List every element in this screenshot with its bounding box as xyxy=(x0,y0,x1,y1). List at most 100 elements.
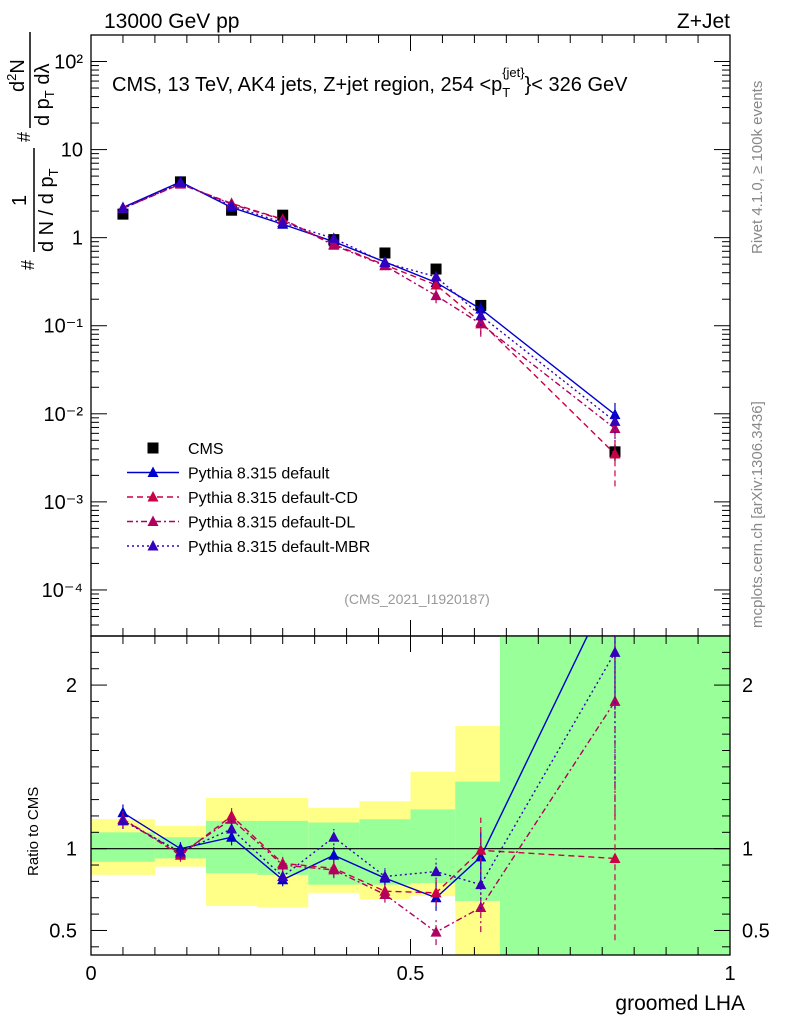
mcplots-label: mcplots.cern.ch [arXiv:1306.3436] xyxy=(749,401,766,628)
legend-marker xyxy=(147,466,159,477)
ratio-point xyxy=(226,823,238,834)
data-point xyxy=(328,239,340,250)
legend-item: Pythia 8.315 default xyxy=(127,466,330,483)
ratio-point xyxy=(328,831,340,842)
y-tick-label: 10⁻¹ xyxy=(44,316,84,338)
data-point xyxy=(475,309,487,321)
data-point xyxy=(430,263,442,275)
data-point xyxy=(609,415,621,426)
y-tick-label: 10² xyxy=(54,52,83,74)
data-point xyxy=(430,289,442,301)
data-point xyxy=(475,302,487,314)
data-point xyxy=(609,408,621,420)
uncertainty-band-inner xyxy=(455,781,500,902)
main-frame xyxy=(90,34,731,637)
y-tick-label: 10 xyxy=(61,140,83,162)
series-default xyxy=(117,175,621,432)
legend-marker xyxy=(147,442,159,454)
ratio-point xyxy=(475,901,487,913)
series-mbr xyxy=(117,176,621,439)
x-axis-label: groomed LHA xyxy=(615,992,745,1015)
ylabel-denominator-2: d pT dλ xyxy=(32,64,57,126)
ylabel-denominator-sub: T xyxy=(46,168,61,176)
series-line-cd xyxy=(122,183,616,455)
data-point xyxy=(430,279,442,290)
chart-title: CMS, 13 TeV, AK4 jets, Z+jet region, 254… xyxy=(112,65,628,100)
legend-marker xyxy=(147,515,159,526)
data-point xyxy=(277,216,289,228)
ylabel-den2-text: d p xyxy=(32,98,54,126)
ylabel-hash-1: # xyxy=(18,260,38,270)
ylabel-den2-tail: dλ xyxy=(32,64,54,91)
ylabel-denominator: d N / d pT xyxy=(36,168,61,252)
series-dl xyxy=(117,177,621,451)
ratio-point xyxy=(475,850,487,862)
ratio-point xyxy=(328,863,340,875)
ratio-tick-label-left: 1 xyxy=(66,839,77,861)
legend-item: CMS xyxy=(147,441,224,458)
ylabel-den2-sub: T xyxy=(42,90,57,98)
ratio-tick-label-left: 2 xyxy=(66,675,77,697)
data-point xyxy=(226,199,238,211)
legend-item: Pythia 8.315 default-DL xyxy=(127,515,355,532)
uncertainty-band-inner xyxy=(91,832,155,862)
x-tick-label: 1 xyxy=(724,963,735,985)
ratio-point xyxy=(475,878,487,890)
ratio-point xyxy=(609,695,621,706)
data-point xyxy=(328,232,340,243)
header-left: 13000 GeV pp xyxy=(104,10,239,33)
analysis-watermark: (CMS_2021_I1920187) xyxy=(344,591,490,607)
legend-marker xyxy=(147,491,159,502)
data-point xyxy=(379,247,391,259)
data-point xyxy=(430,270,442,282)
series-line-mbr xyxy=(122,181,616,422)
ratio-point xyxy=(379,888,391,899)
x-tick-label: 0.5 xyxy=(397,963,425,985)
series-data xyxy=(117,176,621,462)
data-point xyxy=(117,208,129,220)
ratio-point xyxy=(609,646,621,657)
ratio-point xyxy=(379,870,391,881)
series-line-dl xyxy=(122,182,616,430)
main-panel: 10⁻⁴ 10⁻³ 10⁻² 10⁻¹ 1 10 10² xyxy=(42,34,731,637)
chart-title-sup: {jet} xyxy=(502,65,525,80)
data-point xyxy=(609,447,621,459)
ratio-point xyxy=(430,886,442,898)
ratio-point xyxy=(328,849,340,860)
legend-label: Pythia 8.315 default-CD xyxy=(188,490,358,507)
data-point xyxy=(379,256,391,268)
ratio-point xyxy=(226,813,238,824)
y-tick-label: 10⁻² xyxy=(44,404,84,426)
legend-marker xyxy=(147,540,159,551)
legend-item: Pythia 8.315 default-CD xyxy=(127,490,358,507)
ratio-point xyxy=(174,845,186,857)
ylabel-denominator-text: d N / d p xyxy=(36,176,58,252)
chart-title-sub: T xyxy=(502,85,510,100)
ylabel-numerator-sup: 2 xyxy=(4,74,19,81)
ratio-tick-label-right: 2 xyxy=(742,675,753,697)
legend-label: Pythia 8.315 default xyxy=(188,466,330,483)
ylabel-numerator-tail: N xyxy=(7,59,29,73)
uncertainty-band-inner xyxy=(410,809,456,884)
y-tick-label: 10⁻³ xyxy=(44,492,84,514)
ratio-point xyxy=(117,814,129,826)
data-point xyxy=(117,202,129,213)
ratio-series-mbr xyxy=(117,636,621,910)
y-tick-label: 1 xyxy=(72,228,83,250)
ylabel-numerator-d: d xyxy=(7,81,29,92)
ratio-tick-label-right: 1 xyxy=(742,839,753,861)
ratio-point xyxy=(277,859,289,870)
chart-title-tail: }< 326 GeV xyxy=(525,74,629,96)
legend-item: Pythia 8.315 default-MBR xyxy=(127,539,370,556)
ratio-tick-label-left: 0.5 xyxy=(49,920,77,942)
chart-title-lead: CMS, 13 TeV, AK4 jets, Z+jet region, 254… xyxy=(112,74,502,96)
ratio-panel: 0 0.5 1 0.5 0.5 1 1 2 2 xyxy=(49,635,770,985)
legend-label: CMS xyxy=(188,441,224,458)
ratio-point xyxy=(609,852,621,863)
ratio-ylabel: Ratio to CMS xyxy=(25,787,42,876)
ratio-point xyxy=(475,844,487,855)
main-ylabel: # 1 d N / d pT # d2N d pT dλ xyxy=(4,32,61,270)
header-right: Z+Jet xyxy=(677,10,730,33)
ylabel-one: 1 xyxy=(9,195,31,206)
